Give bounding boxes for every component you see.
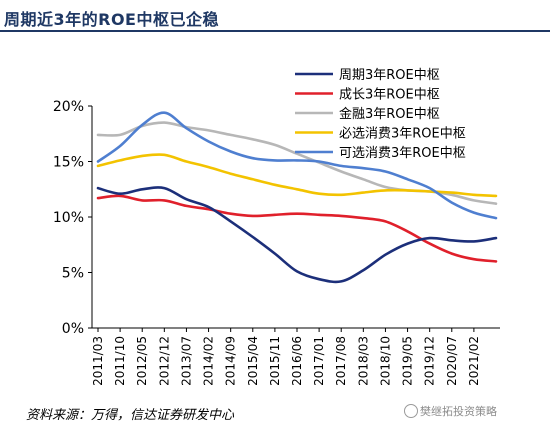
watermark-text: 樊继拓投资策略 xyxy=(420,405,497,418)
x-tick-label: 2011/10 xyxy=(113,336,127,386)
legend-label-financial: 金融3年ROE中枢 xyxy=(339,106,440,122)
x-tick-label: 2019/05 xyxy=(401,336,415,386)
legend-label-growth: 成长3年ROE中枢 xyxy=(339,88,440,103)
chart-title: 周期近3年的ROE中枢已企稳 xyxy=(4,10,219,29)
y-tick-label: 15% xyxy=(53,155,84,171)
x-tick-label: 2020/07 xyxy=(445,336,459,386)
legend-label-consumer_discretionary: 可选消费3年ROE中枢 xyxy=(339,146,466,161)
series-lines xyxy=(96,111,498,284)
x-tick-label: 2016/06 xyxy=(290,336,304,386)
series-line-consumer_staples xyxy=(96,153,498,198)
title-underline xyxy=(0,30,550,32)
wechat-icon xyxy=(404,404,418,418)
y-tick-label: 10% xyxy=(53,210,84,226)
x-tick-label: 2017/01 xyxy=(312,336,326,386)
title-bar: 周期近3年的ROE中枢已企稳 xyxy=(0,0,550,34)
x-tick-label: 2019/12 xyxy=(423,336,437,386)
x-tick-label: 2014/09 xyxy=(224,336,238,386)
legend-label-cyclical: 周期3年ROE中枢 xyxy=(339,68,440,83)
x-tick-label: 2017/08 xyxy=(334,336,348,386)
x-tick-label: 2015/04 xyxy=(246,336,260,386)
roe-line-chart: 0% 5% 10% 15% 20% 2011/03 2011/10 2012/05 2012/1… xyxy=(53,68,500,386)
series-line-cyclical xyxy=(96,186,498,284)
y-tick-label: 0% xyxy=(62,321,84,337)
source-note: 资料来源：万得，信达证券研发中心 xyxy=(26,408,235,423)
x-tick-label: 2018/10 xyxy=(378,336,392,386)
x-tick-label: 2012/05 xyxy=(135,336,149,386)
axes: 0% 5% 10% 15% 20% 2011/03 2011/10 2012/05 2012/1… xyxy=(53,99,500,386)
y-tick-label: 5% xyxy=(62,266,84,282)
legend: 周期3年ROE中枢成长3年ROE中枢金融3年ROE中枢必选消费3年ROE中枢可选… xyxy=(295,68,466,161)
x-tick-label: 2018/03 xyxy=(356,336,370,386)
x-tick-label: 2012/12 xyxy=(157,336,171,386)
x-tick-label: 2014/02 xyxy=(202,336,216,386)
x-tick-label: 2013/07 xyxy=(179,336,193,386)
y-tick-label: 20% xyxy=(53,99,84,115)
series-line-consumer_discretionary xyxy=(96,111,498,220)
x-tick-label: 2015/11 xyxy=(268,336,282,386)
x-tick-label: 2021/02 xyxy=(467,336,481,386)
x-tick-label: 2011/03 xyxy=(91,336,105,386)
series-line-growth xyxy=(96,194,498,263)
legend-label-consumer_staples: 必选消费3年ROE中枢 xyxy=(339,127,466,142)
